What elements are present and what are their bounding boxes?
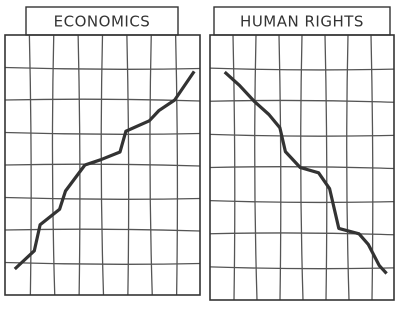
data-line xyxy=(15,71,194,269)
chart-title: HUMAN RIGHTS xyxy=(240,13,364,31)
grid-line xyxy=(210,134,394,136)
data-line xyxy=(225,72,387,273)
grid-line xyxy=(78,35,80,295)
grid-line xyxy=(210,100,394,102)
chart-title: ECONOMICS xyxy=(54,13,151,31)
grid-line xyxy=(255,35,257,300)
cartoon: ECONOMICS HUMAN RIGHTS xyxy=(0,0,397,309)
grid-line xyxy=(52,35,54,295)
grid-line xyxy=(210,201,394,203)
grid-line xyxy=(5,198,200,200)
grid-line xyxy=(5,164,200,166)
grid-line xyxy=(101,35,103,295)
page: {"chart_data": [ {"type": "line", "title… xyxy=(0,0,397,309)
grid-line xyxy=(279,35,281,300)
grid-line xyxy=(5,133,200,135)
